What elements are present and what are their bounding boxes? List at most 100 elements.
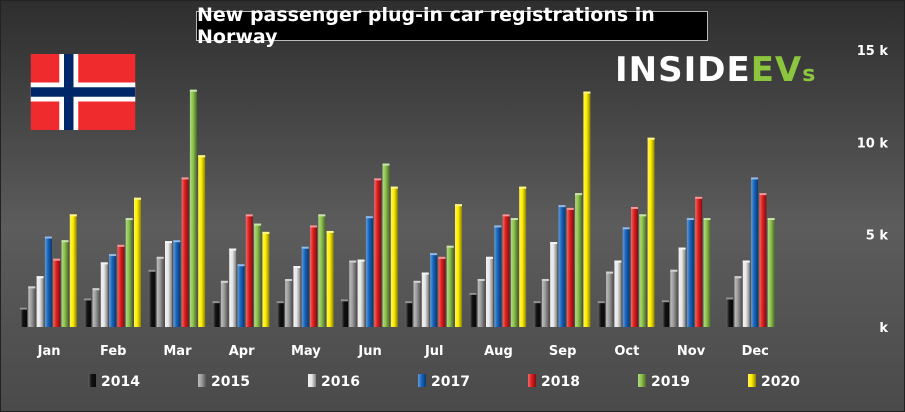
bar-cap xyxy=(134,197,141,200)
bar-feb-2019 xyxy=(125,218,133,327)
x-axis-categories: Jan Feb Mar Apr May Jun Jul Aug Sep Oct Nov Dec xyxy=(37,344,769,359)
legend-swatch-2017 xyxy=(418,374,426,387)
bar-cap xyxy=(558,205,566,208)
y-tick-label: 10 k xyxy=(857,136,889,151)
bar-cap xyxy=(430,253,438,256)
bar-jan-2016 xyxy=(36,276,44,327)
bar-cap xyxy=(44,236,52,239)
bar-aug-2019 xyxy=(510,218,518,327)
x-tick-label: Jan xyxy=(37,344,61,359)
bar-cap xyxy=(455,204,462,207)
bar-jun-2019 xyxy=(382,163,390,327)
bar-cap xyxy=(237,264,245,267)
bar-cap xyxy=(486,256,493,259)
bar-jul-2018 xyxy=(438,256,446,327)
bar-cap xyxy=(318,214,326,217)
bar-cap xyxy=(254,223,262,226)
bar-aug-2020 xyxy=(519,186,527,327)
bar-cap xyxy=(703,218,711,221)
bar-apr-2018 xyxy=(245,214,253,327)
bar-cap xyxy=(20,307,27,310)
bar-cap xyxy=(614,260,622,263)
bar-jan-2017 xyxy=(44,236,52,327)
legend-label-2019: 2019 xyxy=(651,374,690,390)
bar-cap xyxy=(173,240,181,243)
legend-label-2015: 2015 xyxy=(211,374,250,390)
bar-cap xyxy=(647,137,655,140)
legend-label-2014: 2014 xyxy=(101,374,140,390)
bar-cap xyxy=(92,288,100,291)
bar-apr-2015 xyxy=(220,280,228,327)
bar-cap xyxy=(734,276,742,279)
bar-may-2018 xyxy=(310,225,317,327)
bar-cap xyxy=(374,178,382,181)
bar-nov-2015 xyxy=(670,269,678,327)
bar-jun-2017 xyxy=(365,216,373,327)
bar-sep-2017 xyxy=(558,205,566,327)
bar-oct-2019 xyxy=(639,214,647,327)
bar-cap xyxy=(198,155,206,158)
bar-cap xyxy=(662,300,669,303)
bar-cap xyxy=(181,177,189,180)
bar-aug-2017 xyxy=(494,225,502,327)
bar-cap xyxy=(212,301,220,304)
bar-mar-2015 xyxy=(156,256,164,327)
chart-title: New passenger plug-in car registrations … xyxy=(196,4,708,48)
x-tick-label: May xyxy=(291,344,321,359)
bar-aug-2018 xyxy=(502,214,510,327)
x-tick-label: Dec xyxy=(742,344,769,359)
bar-jul-2017 xyxy=(430,253,438,327)
bar-cap xyxy=(276,301,284,304)
bar-apr-2019 xyxy=(254,223,262,327)
bar-cap xyxy=(575,193,583,196)
bar-sep-2015 xyxy=(541,278,549,327)
bar-may-2017 xyxy=(301,246,309,327)
legend-swatch-2020 xyxy=(748,374,756,387)
bar-cap xyxy=(566,207,574,210)
bar-mar-2014 xyxy=(148,269,156,327)
bar-cap xyxy=(245,214,253,217)
bar-dec-2019 xyxy=(767,218,775,327)
bar-cap xyxy=(438,256,446,259)
legend-swatch-2015 xyxy=(198,374,206,387)
bar-jun-2015 xyxy=(349,260,357,327)
bar-cap xyxy=(533,301,541,304)
norway-flag-icon xyxy=(30,54,136,130)
bar-cap xyxy=(341,299,348,302)
legend: 2014 2015 2016 2017 2018 2019 2020 xyxy=(88,374,800,390)
bar-jun-2020 xyxy=(390,186,398,327)
bar-nov-2014 xyxy=(662,300,669,327)
y-axis-ticks: k 5 k 10 k 15 k xyxy=(857,44,889,336)
bar-cap xyxy=(742,260,750,263)
bar-cap xyxy=(61,240,69,243)
bar-cap xyxy=(28,286,36,289)
y-tick-label: 5 k xyxy=(866,229,889,244)
bar-aug-2015 xyxy=(477,278,485,327)
bar-nov-2018 xyxy=(695,196,703,327)
bar-jul-2020 xyxy=(455,204,462,327)
bar-nov-2017 xyxy=(686,218,694,327)
bar-cap xyxy=(405,301,413,304)
bar-mar-2017 xyxy=(173,240,181,327)
bar-cap xyxy=(156,256,164,259)
bar-jul-2016 xyxy=(421,272,429,327)
bar-feb-2015 xyxy=(92,288,100,327)
bar-dec-2015 xyxy=(734,276,742,327)
bar-nov-2016 xyxy=(678,247,686,327)
bar-oct-2015 xyxy=(606,271,614,327)
bar-sep-2019 xyxy=(575,193,583,327)
legend-label-2016: 2016 xyxy=(321,374,360,390)
bar-cap xyxy=(326,230,334,233)
bar-jan-2019 xyxy=(61,240,69,327)
bar-cap xyxy=(293,266,301,269)
bar-sep-2016 xyxy=(550,242,558,327)
bar-cap xyxy=(220,280,228,283)
bar-cap xyxy=(285,278,293,281)
bar-may-2014 xyxy=(276,301,284,327)
bar-jun-2016 xyxy=(357,259,365,327)
bar-oct-2014 xyxy=(597,301,605,327)
bar-cap xyxy=(550,242,558,245)
bar-jan-2020 xyxy=(69,214,77,327)
bar-cap xyxy=(165,241,172,244)
